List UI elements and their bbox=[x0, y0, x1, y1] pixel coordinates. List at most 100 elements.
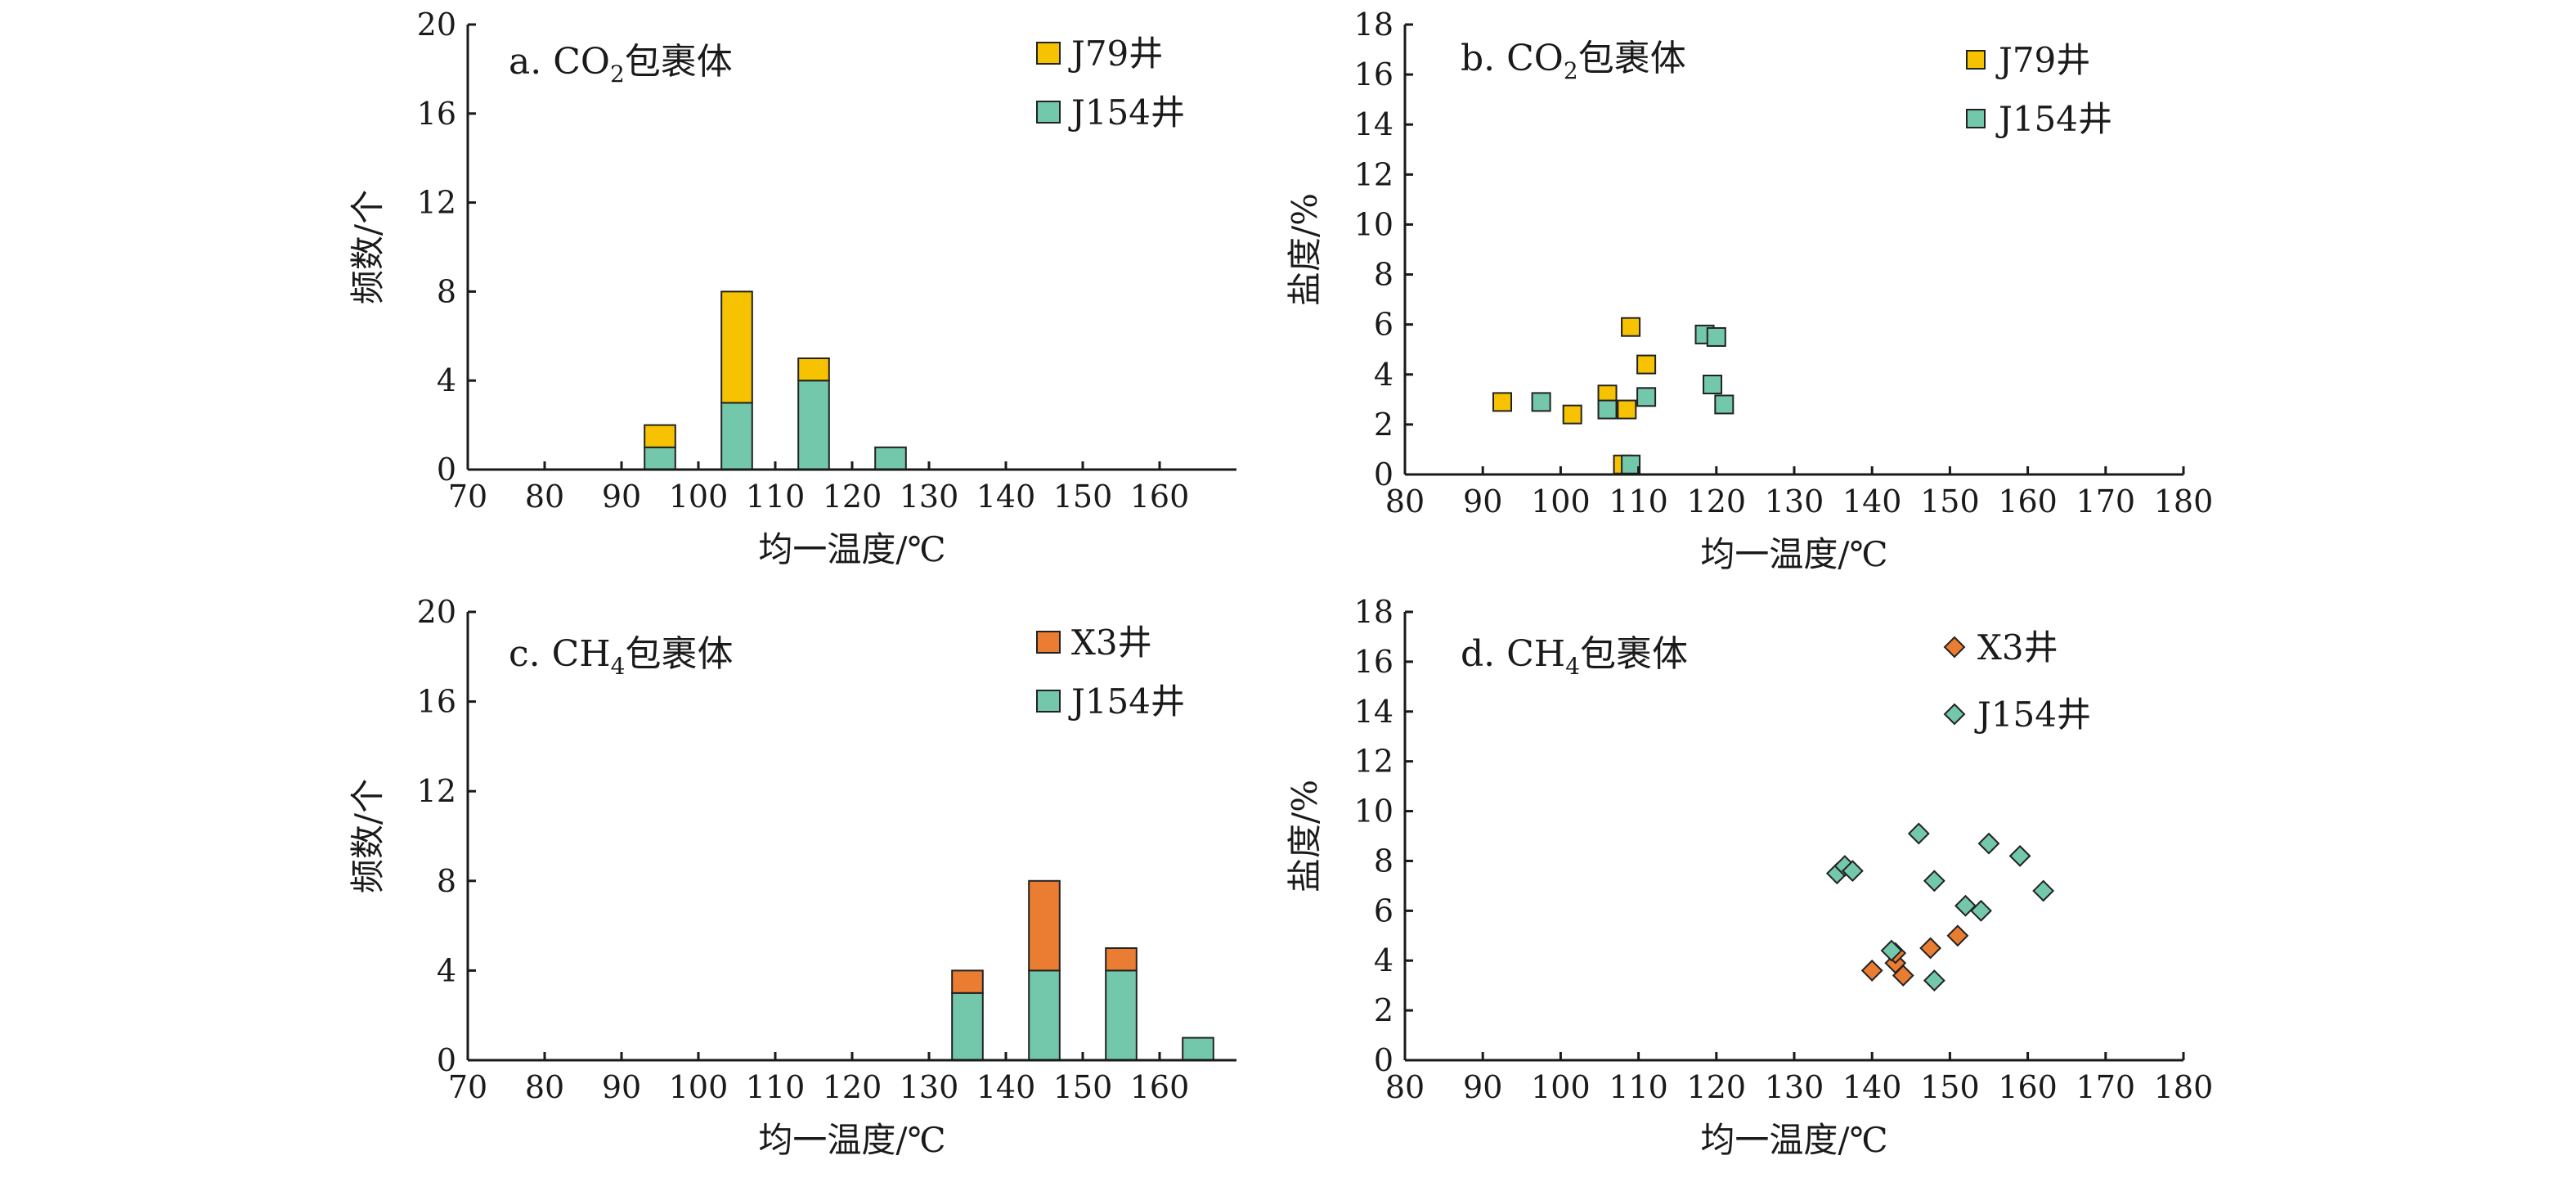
legend-swatch bbox=[1943, 703, 1966, 726]
y-tick-label: 12 bbox=[417, 185, 456, 221]
y-tick-label: 12 bbox=[417, 773, 456, 809]
y-tick-label: 12 bbox=[1354, 744, 1393, 780]
scatter-point bbox=[1597, 399, 1618, 420]
x-tick-label: 180 bbox=[2154, 483, 2214, 519]
legend-label: J154井 bbox=[1974, 695, 2091, 735]
y-tick-label: 2 bbox=[1374, 992, 1393, 1028]
scatter-point bbox=[1923, 969, 1945, 991]
bar-segment bbox=[797, 357, 830, 382]
y-axis-title: 盐度/% bbox=[1285, 193, 1325, 306]
y-axis-title: 频数/个 bbox=[348, 779, 388, 893]
x-tick-label: 90 bbox=[602, 479, 641, 515]
y-tick-label: 18 bbox=[1354, 594, 1393, 630]
bar-segment bbox=[1028, 969, 1061, 1062]
scatter-point bbox=[1841, 860, 1864, 883]
x-tick-label: 80 bbox=[525, 479, 564, 515]
bar-segment bbox=[951, 969, 984, 994]
scatter-point bbox=[1636, 387, 1657, 407]
bar-segment bbox=[720, 290, 753, 404]
scatter-point bbox=[1636, 354, 1657, 375]
panel-title: a. CO2包裹体 bbox=[509, 41, 733, 88]
y-tick-label: 8 bbox=[1374, 843, 1393, 879]
y-tick-label: 16 bbox=[417, 96, 456, 132]
y-tick-label: 8 bbox=[437, 863, 456, 899]
legend-swatch bbox=[1036, 42, 1061, 65]
scatter-point bbox=[1919, 937, 1942, 960]
scatter-point bbox=[2032, 879, 2055, 902]
bar-segment bbox=[644, 424, 676, 448]
y-tick-label: 12 bbox=[1354, 156, 1393, 192]
y-tick-label: 16 bbox=[417, 684, 456, 720]
x-tick-label: 140 bbox=[976, 1069, 1036, 1105]
panel-title-suffix: 包裹体 bbox=[625, 633, 733, 675]
x-tick-label: 170 bbox=[2076, 483, 2136, 519]
legend-label: X3井 bbox=[1977, 627, 2058, 668]
y-tick-label: 8 bbox=[437, 273, 456, 309]
chart-panel-a: 70 80 90 100 110 120 130 140 150 160 0 4 8 12 16 20 均一温度… bbox=[348, 7, 1236, 569]
x-tick-label: 100 bbox=[1531, 483, 1591, 519]
panel-title-subscript: 2 bbox=[610, 61, 625, 88]
scatter-point bbox=[1970, 899, 1992, 922]
chart-panel-b: 80 90 100 110 120 130 140 150 160 170 180 0 2 4 6 8 10 12… bbox=[1285, 7, 2213, 574]
scatter-point bbox=[1923, 870, 1945, 892]
x-axis-title: 均一温度/℃ bbox=[758, 529, 945, 569]
legend-swatch bbox=[1036, 101, 1061, 124]
panel-title-subscript: 4 bbox=[1565, 653, 1580, 680]
panel-title-suffix: 包裹体 bbox=[625, 41, 733, 83]
legend-label: J79井 bbox=[1068, 34, 1163, 74]
y-tick-label: 10 bbox=[1354, 206, 1393, 242]
x-tick-label: 120 bbox=[823, 1069, 882, 1105]
x-tick-label: 100 bbox=[669, 1069, 729, 1105]
panel-title-suffix: 包裹体 bbox=[1580, 633, 1688, 675]
legend-swatch bbox=[1943, 636, 1966, 659]
y-tick-label: 6 bbox=[1374, 307, 1393, 343]
scatter-point bbox=[1946, 924, 1969, 947]
y-tick-label: 4 bbox=[1374, 942, 1393, 978]
x-tick-label: 90 bbox=[1463, 483, 1502, 519]
scatter-point bbox=[1492, 392, 1512, 412]
scatter-point bbox=[1617, 399, 1637, 420]
x-tick-label: 120 bbox=[1687, 483, 1747, 519]
x-tick-label: 140 bbox=[1842, 483, 1902, 519]
y-tick-label: 16 bbox=[1354, 644, 1393, 680]
y-tick-label: 2 bbox=[1374, 407, 1393, 443]
y-tick-label: 8 bbox=[1374, 257, 1393, 293]
panel-title-subscript: 2 bbox=[1564, 57, 1578, 84]
y-tick-label: 20 bbox=[417, 7, 456, 43]
x-tick-label: 120 bbox=[1687, 1069, 1747, 1105]
panel-title: d. CH4包裹体 bbox=[1461, 633, 1688, 680]
x-axis-title: 均一温度/℃ bbox=[758, 1120, 945, 1160]
x-tick-label: 140 bbox=[1842, 1069, 1902, 1105]
y-tick-label: 4 bbox=[1374, 357, 1393, 393]
legend-label: X3井 bbox=[1071, 623, 1152, 663]
scatter-point bbox=[1531, 392, 1551, 412]
panel-title-prefix: c. CH bbox=[509, 633, 611, 675]
panel-title-prefix: b. CO bbox=[1461, 38, 1564, 79]
scatter-point bbox=[1703, 375, 1723, 394]
y-axis-title: 盐度/% bbox=[1285, 780, 1325, 892]
scatter-point bbox=[1977, 832, 2000, 855]
scatter-point bbox=[1880, 939, 1903, 962]
x-tick-label: 160 bbox=[1130, 479, 1190, 515]
bar-segment bbox=[1028, 879, 1061, 972]
y-tick-label: 20 bbox=[417, 594, 456, 630]
y-tick-label: 4 bbox=[437, 362, 456, 398]
bar-segment bbox=[644, 446, 676, 470]
x-tick-label: 110 bbox=[1609, 1069, 1668, 1105]
bar-segment bbox=[720, 402, 753, 470]
bar-segment bbox=[1105, 947, 1138, 972]
x-tick-label: 160 bbox=[1130, 1069, 1190, 1105]
x-tick-label: 80 bbox=[1385, 483, 1425, 519]
legend-label: J154井 bbox=[1068, 681, 1185, 722]
bar-segment bbox=[874, 446, 907, 470]
x-tick-label: 130 bbox=[900, 479, 959, 515]
panel-title-prefix: d. CH bbox=[1461, 633, 1565, 675]
legend-swatch bbox=[1036, 631, 1061, 654]
x-tick-label: 160 bbox=[1998, 483, 2058, 519]
x-tick-label: 110 bbox=[746, 479, 806, 515]
y-tick-label: 14 bbox=[1354, 694, 1393, 730]
x-tick-label: 150 bbox=[1920, 483, 1980, 519]
x-tick-label: 80 bbox=[1385, 1069, 1425, 1105]
y-tick-label: 14 bbox=[1354, 106, 1393, 142]
